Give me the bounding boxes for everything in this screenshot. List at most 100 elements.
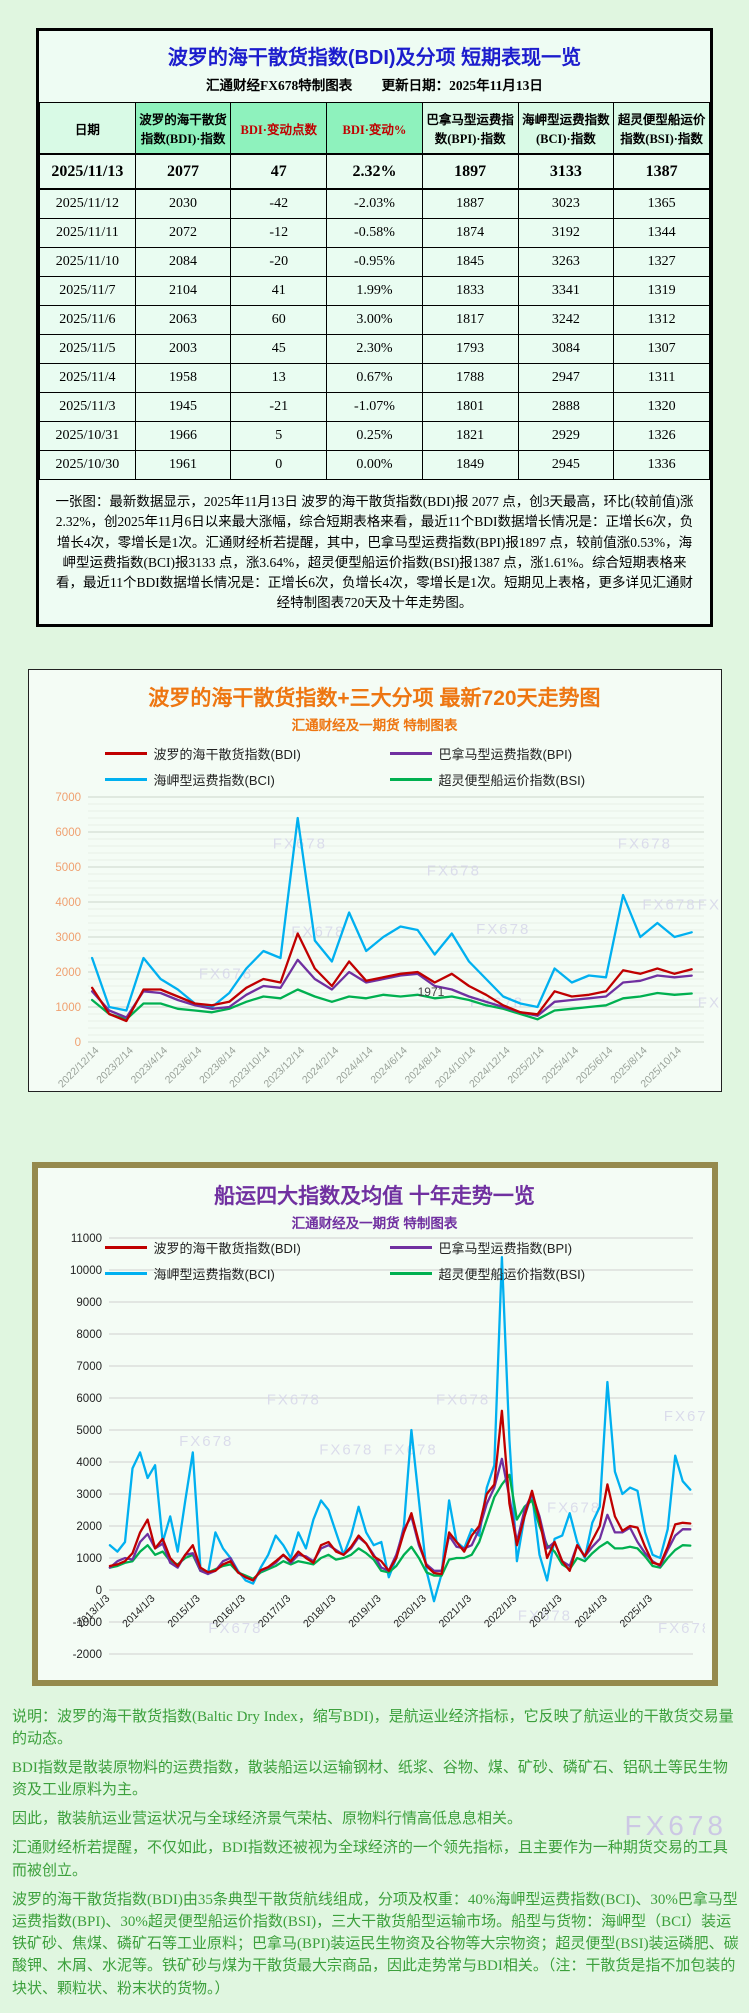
table-cell: -20 (230, 247, 328, 277)
svg-text:2018/1/3: 2018/1/3 (301, 1592, 338, 1629)
table-row: 2025/11/13 2077 47 2.32% 1897 3133 1387 (39, 153, 710, 190)
legend-label: 波罗的海干散货指数(BDI) (153, 746, 301, 762)
table-row: 2025/11/5 2003 45 2.30% 1793 3084 1307 (39, 334, 710, 364)
table-cell: 3084 (517, 334, 615, 364)
table-cell: 3242 (517, 305, 615, 335)
table-cell: 0.25% (326, 421, 423, 451)
legend-line-swatch (389, 1245, 432, 1249)
legend-line-swatch (104, 1271, 147, 1275)
table-cell: 3023 (517, 188, 615, 219)
svg-text:FX678: FX678 (617, 835, 671, 852)
table-cell: 41 (230, 276, 328, 306)
svg-text:FX678: FX678 (272, 835, 326, 852)
svg-text:FX678: FX678 (476, 921, 530, 938)
table-cell: 3192 (517, 218, 615, 248)
table-cell: 1312 (613, 305, 710, 335)
svg-text:6000: 6000 (55, 827, 81, 839)
svg-text:2020/1/3: 2020/1/3 (391, 1592, 428, 1629)
table-row: 2025/11/3 1945 -21 -1.07% 1801 2888 1320 (39, 392, 710, 422)
svg-text:FX678: FX678 (658, 1620, 705, 1637)
table-cell: 2030 (134, 188, 232, 219)
column-header: BDI·变动% (326, 102, 423, 155)
svg-text:FX678: FX678 (697, 994, 719, 1011)
table-subtitle: 汇通财经FX678特制图表 更新日期：2025年11月13日 (39, 74, 710, 94)
legend-label: 海岬型运费指数(BCI) (153, 1266, 275, 1282)
chart1-legend: 波罗的海干散货指数(BDI) 巴拿马型运费指数(BPI) 海岬型运费指数(BCI) 超… (29, 744, 721, 789)
table-cell: -0.95% (326, 247, 423, 277)
table-cell: 1365 (613, 188, 710, 219)
table-cell: 1897 (421, 153, 519, 190)
svg-text:2022/1/3: 2022/1/3 (481, 1592, 518, 1629)
note-line: 波罗的海干散货指数(BDI)由35条典型干散货航线组成，分项及权重：40%海岬型… (12, 1891, 739, 1997)
table-cell: 47 (230, 153, 328, 190)
table-row: 2025/10/30 1961 0 0.00% 1849 2945 1336 (39, 450, 710, 480)
svg-text:3000: 3000 (55, 932, 81, 944)
svg-text:1971: 1971 (417, 985, 444, 999)
svg-text:2015/1/3: 2015/1/3 (165, 1592, 202, 1629)
svg-text:7000: 7000 (55, 792, 81, 804)
table-cell: 0.67% (326, 363, 423, 393)
svg-text:-2000: -2000 (72, 1649, 101, 1661)
table-cell: 2025/11/4 (39, 363, 136, 393)
table-cell: 2072 (134, 218, 232, 248)
svg-text:7000: 7000 (76, 1361, 102, 1373)
svg-text:10000: 10000 (70, 1265, 102, 1277)
table-subtitle-date: 更新日期：2025年11月13日 (381, 78, 543, 93)
table-cell: 2.32% (326, 153, 423, 190)
table-cell: 2025/10/30 (39, 450, 136, 480)
legend-item: 海岬型运费指数(BCI) (104, 770, 390, 789)
table-row: 2025/11/4 1958 13 0.67% 1788 2947 1311 (39, 363, 710, 393)
svg-text:2000: 2000 (55, 967, 81, 979)
svg-text:2025/1/3: 2025/1/3 (617, 1592, 654, 1629)
svg-text:4000: 4000 (76, 1457, 102, 1469)
svg-text:2017/1/3: 2017/1/3 (255, 1592, 292, 1629)
table-cell: -12 (230, 218, 328, 248)
svg-text:4000: 4000 (55, 897, 81, 909)
page: { "page": { "watermark": "FX678" }, "tab… (0, 28, 749, 2013)
table-cell: 2888 (517, 392, 615, 422)
table-cell: -21 (230, 392, 328, 422)
short-term-section: 波罗的海干散货指数(BDI)及分项 短期表现一览 汇通财经FX678特制图表 更… (36, 28, 713, 627)
svg-text:3000: 3000 (76, 1489, 102, 1501)
svg-text:9000: 9000 (76, 1297, 102, 1309)
table-cell: 2.30% (326, 334, 423, 364)
table-cell: 1874 (421, 218, 519, 248)
table-cell: 2945 (517, 450, 615, 480)
chart2-title: 船运四大指数及均值 十年走势一览 (214, 1184, 535, 1208)
table-cell: 2025/11/12 (39, 188, 136, 219)
svg-text:FX678: FX678 (547, 1499, 601, 1516)
table-cell: 1966 (134, 421, 232, 451)
svg-text:2022/12/14: 2022/12/14 (55, 1044, 101, 1090)
chart1-title: 波罗的海干散货指数+三大分项 最新720天走势图 (148, 686, 601, 710)
svg-text:0: 0 (95, 1585, 101, 1597)
short-term-table: 日期 波罗的海干散货指数(BDI)·指数 BDI·变动点数 BDI·变动% 巴拿马型运费… (39, 102, 710, 480)
table-cell: 1788 (421, 363, 519, 393)
table-cell: -2.03% (326, 188, 423, 219)
table-cell: 5 (230, 421, 328, 451)
table-cell: 1344 (613, 218, 710, 248)
legend-item: 波罗的海干散货指数(BDI) (104, 1238, 390, 1257)
legend-line-swatch (389, 777, 432, 781)
svg-text:2014/1/3: 2014/1/3 (120, 1592, 157, 1629)
legend-line-swatch (104, 777, 147, 781)
table-header-row: 日期 波罗的海干散货指数(BDI)·指数 BDI·变动点数 BDI·变动% 巴拿马型运费… (39, 102, 710, 155)
table-cell: -42 (230, 188, 328, 219)
note-line: BDI指数是散装原物料的运费指数，散装船运以运输钢材、纸浆、谷物、煤、矿砂、磷矿… (12, 1759, 728, 1799)
notes-section: 说明：波罗的海干散货指数(Baltic Dry Index，缩写BDI)，是航运… (0, 1686, 749, 2013)
table-cell: 3133 (517, 153, 615, 190)
table-cell: 1801 (421, 392, 519, 422)
table-cell: 2025/11/11 (39, 218, 136, 248)
chart2-legend: 波罗的海干散货指数(BDI) 巴拿马型运费指数(BPI) 海岬型运费指数(BCI) 超… (104, 1238, 645, 1283)
table-body: 2025/11/13 2077 47 2.32% 1897 3133 1387 2025/11… (39, 153, 710, 480)
legend-item: 波罗的海干散货指数(BDI) (104, 744, 390, 763)
legend-item: 超灵便型船运价指数(BSI) (389, 770, 645, 789)
table-title: 波罗的海干散货指数(BDI)及分项 短期表现一览 (167, 47, 582, 69)
column-header: 超灵便型船运价指数(BSI)·指数 (613, 102, 710, 155)
table-cell: 2084 (134, 247, 232, 277)
table-cell: 1821 (421, 421, 519, 451)
svg-text:FX678: FX678 (291, 923, 345, 940)
svg-text:FX678: FX678 (179, 1433, 233, 1450)
chart-720day-box: 波罗的海干散货指数+三大分项 最新720天走势图 汇通财经及一期货 特制图表 波… (27, 668, 722, 1092)
legend-item: 海岬型运费指数(BCI) (104, 1264, 390, 1283)
table-cell: 1849 (421, 450, 519, 480)
